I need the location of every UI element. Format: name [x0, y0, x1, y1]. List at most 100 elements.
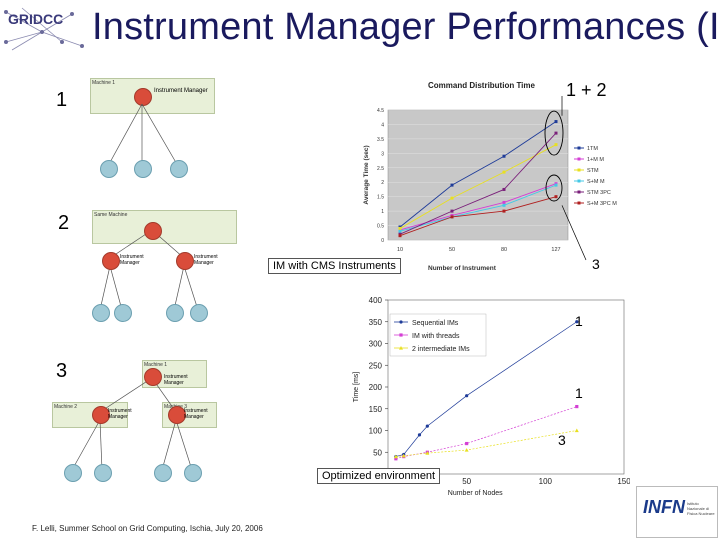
- chart1-point: [398, 229, 402, 233]
- instrument-node: [184, 464, 202, 482]
- label-scenario-2: 2: [58, 212, 70, 234]
- same-machine-label: Same Machine: [94, 212, 128, 218]
- chart2-point: [425, 424, 429, 428]
- diagram-scenario-2: Same Machine Instrument Manager Instrume…: [92, 210, 242, 330]
- chart1-legend-label: S+M 3PC M: [587, 201, 617, 207]
- im-label: Instrument Manager: [108, 408, 132, 420]
- chart1-legend-label: 1TM: [587, 146, 598, 152]
- im-label: Instrument Manager: [194, 254, 218, 266]
- chart2-legend-label: IM with threads: [412, 333, 460, 340]
- chart1-plot-area: [387, 109, 569, 241]
- machine-1-label: Machine 1: [144, 362, 168, 368]
- infn-logo: INFN Istituto Nazionale di Fisica Nuclea…: [636, 486, 718, 538]
- infn-logo-text: INFN: [643, 497, 685, 517]
- diagram-scenario-3: Machine 1 Machine 2 Machine 3 Instrument…: [52, 360, 217, 500]
- infn-logo-subtitle: Istituto Nazionale di Fisica Nucleare: [687, 501, 715, 516]
- chart2-point: [401, 453, 406, 458]
- chart2-y-tick: 50: [373, 448, 382, 457]
- chart2-point: [393, 454, 398, 459]
- gridcc-logo: GRIDCC: [4, 7, 84, 51]
- chart2-point: [574, 428, 579, 433]
- slide-title: Instrument Manager Performances (II): [92, 6, 720, 48]
- instrument-node: [92, 304, 110, 322]
- im-label: Instrument Manager: [120, 254, 144, 266]
- im-node: [92, 406, 110, 424]
- chart1-y-tick: 3: [381, 151, 384, 157]
- chart2-y-tick: 150: [369, 405, 383, 414]
- im-node: [144, 222, 162, 240]
- chart2-x-label: Number of Nodes: [448, 490, 503, 497]
- chart1-legend-marker: [577, 157, 581, 161]
- chart1-series-line: [399, 121, 557, 228]
- im-node: [176, 252, 194, 270]
- chart2-point: [394, 457, 398, 461]
- chart2-point: [465, 441, 469, 446]
- machine-label: Machine 1: [92, 80, 116, 86]
- command-distribution-chart: Command Distribution Time 0 0.5 1 1.5 2 2.5 3 3.…: [363, 81, 617, 272]
- chart1-point: [554, 195, 558, 199]
- label-scenario-3: 3: [56, 360, 68, 382]
- chart1-x-tick: 50: [449, 247, 455, 253]
- footer-citation: F. Lelli, Summer School on Grid Computin…: [32, 524, 263, 533]
- chart2-y-tick: 100: [369, 427, 383, 436]
- chart1-point: [502, 209, 506, 213]
- chart1-series-line: [399, 196, 557, 237]
- chart1-x-label: Number of Instrument: [428, 265, 497, 272]
- chart2-y-tick: 300: [369, 340, 383, 349]
- machine-box: Machine 1: [90, 78, 215, 114]
- chart2-legend-label: 2 intermediate IMs: [412, 346, 470, 353]
- chart2-point: [575, 404, 579, 409]
- gridcc-logo-text: GRIDCC: [8, 11, 63, 27]
- chart1-point: [450, 196, 454, 200]
- diagram-links: [107, 103, 179, 167]
- instrument-node: [94, 464, 112, 482]
- instrument-node: [100, 160, 118, 178]
- chart1-legend-label: 1+M M: [587, 157, 604, 163]
- chart1-series-line: [399, 184, 557, 232]
- chart1-point: [398, 234, 402, 238]
- chart2-y-tick: 350: [369, 318, 383, 327]
- im-label: Instrument Manager: [154, 88, 208, 94]
- chart1-legend-marker: [577, 146, 581, 150]
- chart1-y-tick: 4.5: [377, 108, 384, 114]
- chart2-y-tick: 250: [369, 361, 383, 370]
- chart1-point: [450, 215, 454, 219]
- chart2-point: [425, 451, 430, 455]
- chart1-point: [450, 183, 454, 187]
- chart1-y-tick: 4: [381, 122, 384, 128]
- im-node: [144, 368, 162, 386]
- chart1-point: [450, 209, 454, 213]
- instrument-node: [134, 160, 152, 178]
- chart2-legend-marker: [399, 346, 403, 350]
- note-1-plus-2: 1 + 2: [566, 80, 607, 100]
- chart1-point: [502, 203, 506, 207]
- chart1-legend-marker: [577, 168, 581, 172]
- instrument-node: [154, 464, 172, 482]
- chart1-x-tick: 127: [551, 247, 560, 253]
- chart1-point: [502, 200, 506, 204]
- instrument-node: [64, 464, 82, 482]
- chart1-point: [554, 143, 558, 147]
- chart1-point: [554, 183, 558, 187]
- machine-2-label: Machine 2: [54, 404, 78, 410]
- chart1-point: [502, 187, 506, 191]
- chart2-legend-marker: [399, 320, 403, 324]
- machine-2-box: Machine 2: [52, 402, 128, 428]
- chart1-y-tick: 3.5: [377, 137, 384, 143]
- caption-cms-instruments: IM with CMS Instruments: [268, 258, 401, 274]
- chart2-point: [575, 320, 579, 324]
- chart1-y-tick: 1: [381, 209, 384, 215]
- chart2-point: [465, 394, 469, 398]
- chart1-series-line: [399, 132, 557, 235]
- note-3-chart1: 3: [592, 256, 600, 272]
- chart2-x-tick: 100: [539, 477, 553, 486]
- chart2-y-tick: 200: [369, 383, 383, 392]
- note-1a-chart2: 1: [575, 313, 583, 329]
- chart1-legend-label: S+M M: [587, 179, 605, 185]
- chart1-series-line: [399, 144, 557, 229]
- instrument-node: [114, 304, 132, 322]
- chart2-x-tick: 150: [617, 477, 630, 486]
- chart1-x-tick: 80: [501, 247, 507, 253]
- chart2-y-label: Time [ms]: [353, 372, 360, 403]
- chart1-y-tick: 2: [381, 180, 384, 186]
